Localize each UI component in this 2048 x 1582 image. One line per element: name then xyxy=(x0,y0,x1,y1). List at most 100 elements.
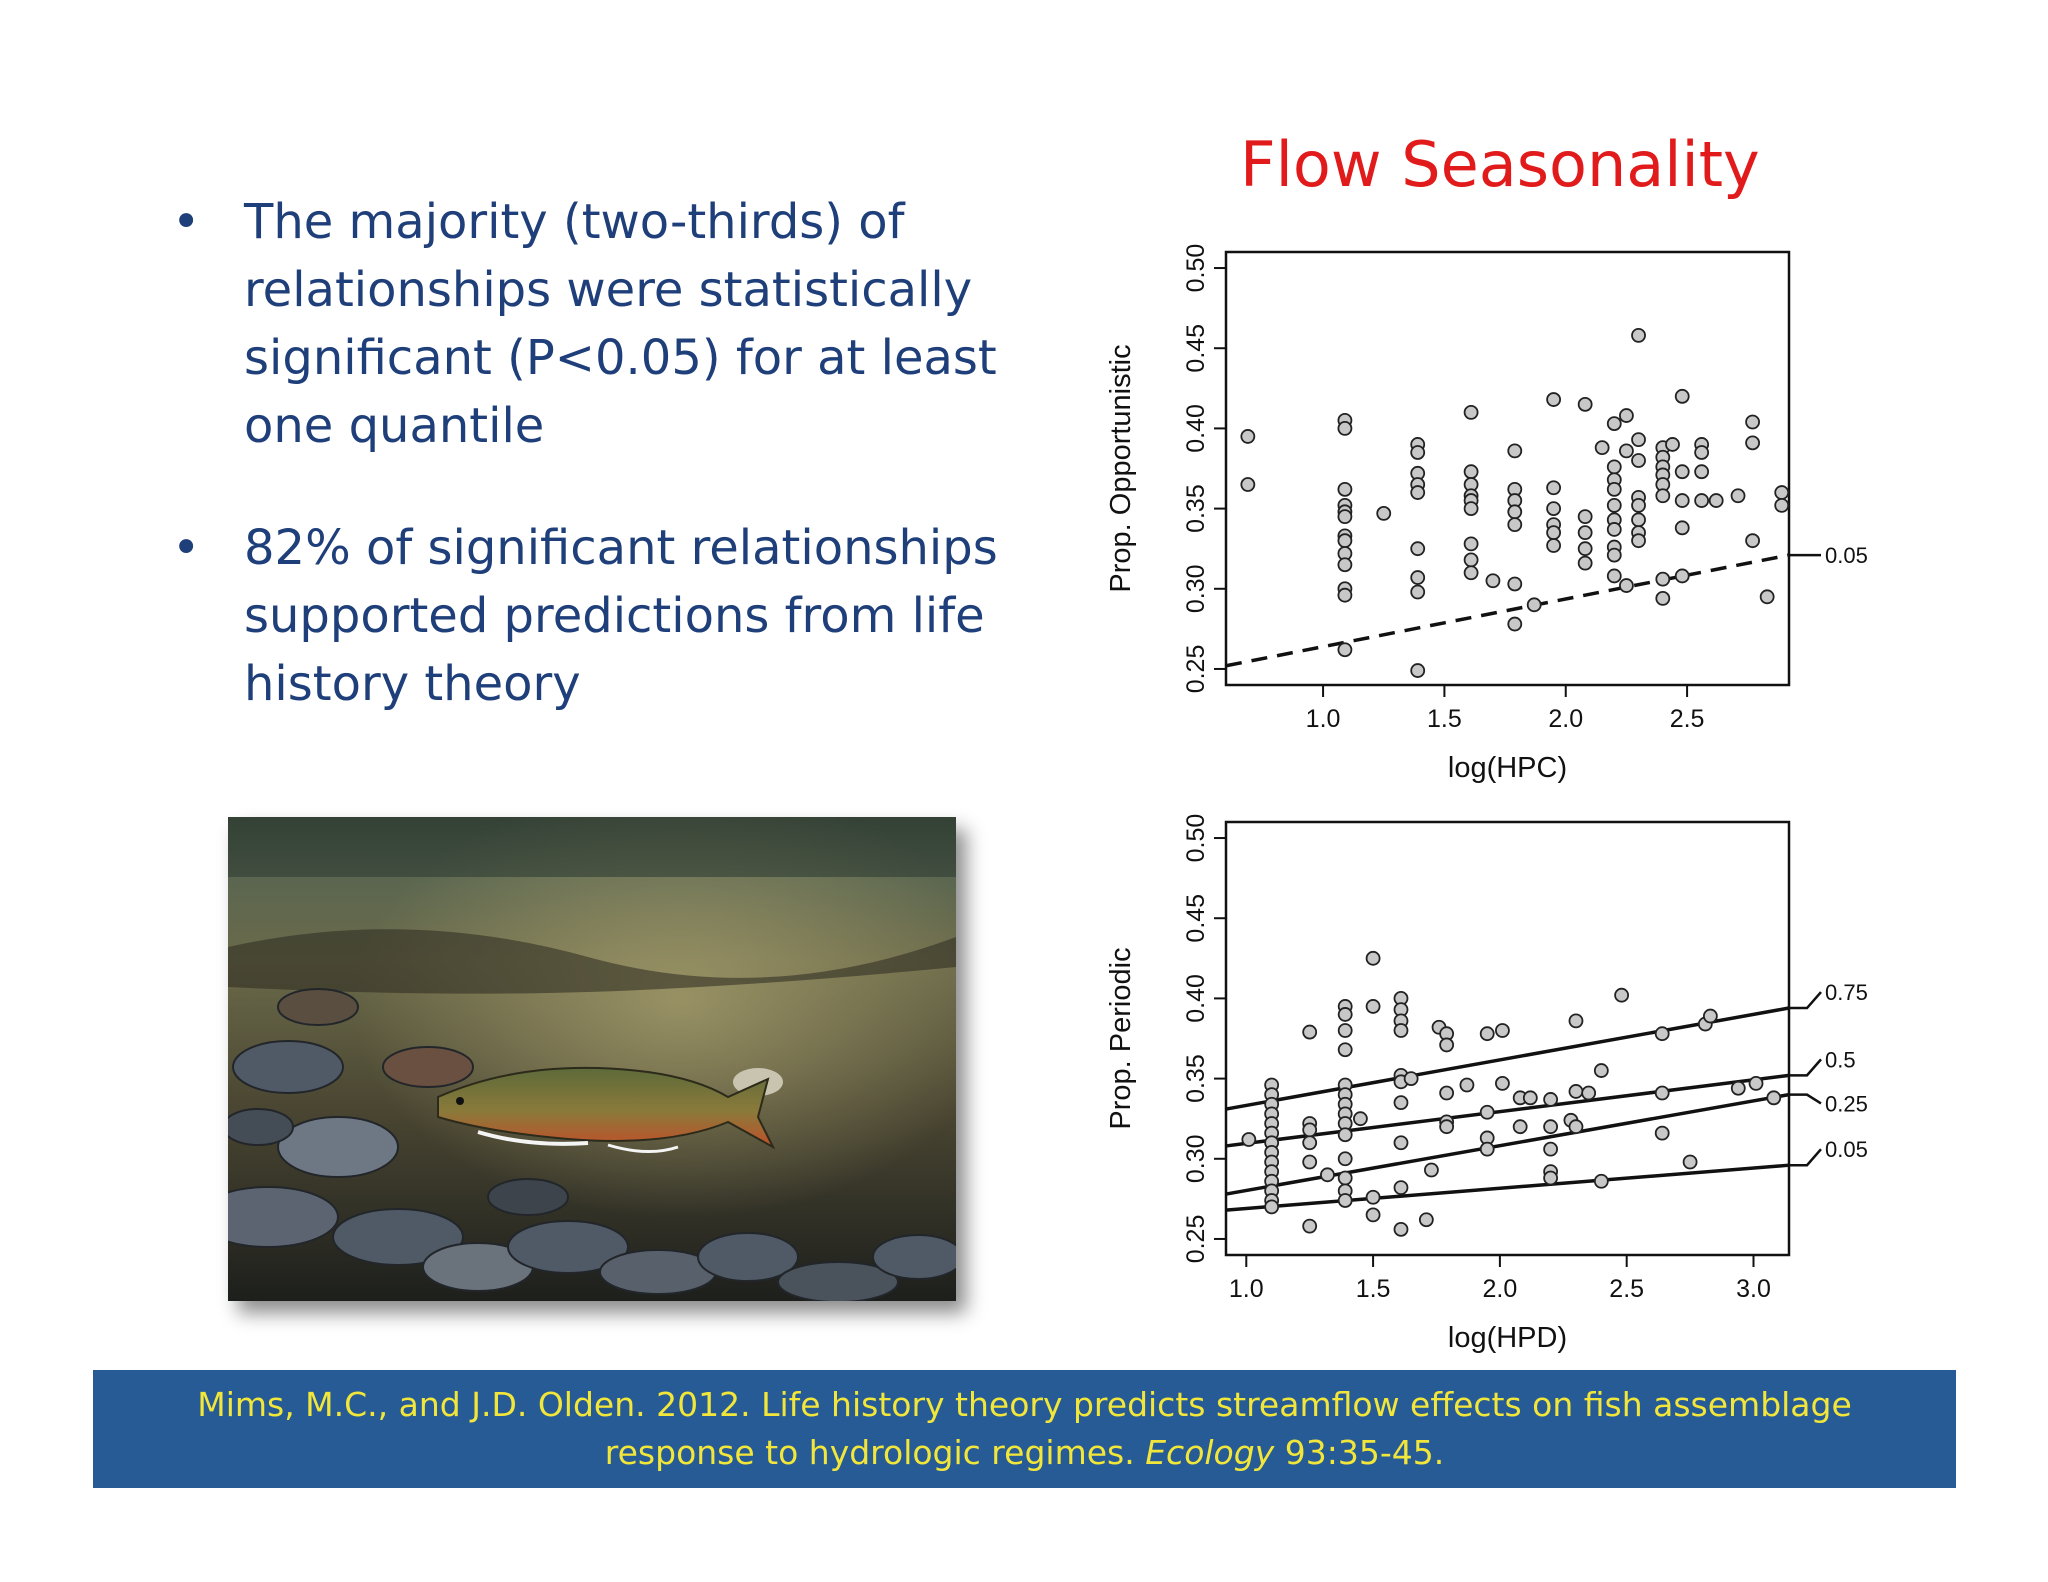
data-point xyxy=(1546,480,1562,496)
data-point xyxy=(1546,501,1562,516)
quantile-leader xyxy=(1789,1093,1822,1105)
trout-shape xyxy=(437,1066,776,1154)
scatter-chart-periodic: 1.0 1.5 2.0 2.5 3.0 0.25 0.30 0.35 0.40 0.45 0.50 l… xyxy=(1105,814,1868,1354)
data-point xyxy=(1577,396,1593,412)
data-point xyxy=(1337,1007,1353,1022)
data-point xyxy=(1631,432,1646,448)
data-point xyxy=(1665,437,1680,452)
data-point xyxy=(1631,453,1646,468)
data-point xyxy=(1337,1127,1353,1143)
trout-photo xyxy=(197,817,964,1303)
data-point xyxy=(1424,1162,1439,1178)
data-point xyxy=(1337,1151,1353,1167)
data-point xyxy=(1619,443,1634,459)
data-point xyxy=(1365,1189,1381,1205)
data-point xyxy=(1606,459,1622,475)
quantile-line xyxy=(1225,553,1790,668)
quantile-leader xyxy=(1789,991,1822,1010)
bullet-dot: • xyxy=(172,194,201,250)
data-point xyxy=(1439,1085,1455,1101)
bullet-line: significant (P<0.05) for at least xyxy=(244,330,997,386)
bullet-line: 82% of significant relationships xyxy=(244,520,998,576)
data-point xyxy=(1631,533,1646,549)
data-point xyxy=(1568,1013,1584,1029)
citation-journal: Ecology xyxy=(1145,1433,1275,1472)
data-point xyxy=(1337,509,1353,525)
data-point xyxy=(1463,536,1479,552)
data-point xyxy=(1320,1167,1335,1183)
y-tick-label: 0.25 xyxy=(1182,1215,1210,1264)
data-point xyxy=(1463,404,1479,420)
data-point xyxy=(1730,1080,1746,1096)
data-point xyxy=(1730,488,1746,504)
x-tick-label: 1.5 xyxy=(1356,1275,1391,1303)
x-tick-label: 3.0 xyxy=(1736,1275,1771,1303)
data-point xyxy=(1439,1119,1455,1135)
bullet-item: • 82% of significant relationships suppo… xyxy=(172,514,1032,718)
data-point xyxy=(1376,506,1392,521)
citation-banner: Mims, M.C., and J.D. Olden. 2012. Life h… xyxy=(93,1370,1956,1488)
y-tick-label: 0.25 xyxy=(1182,645,1210,694)
data-point xyxy=(1337,481,1353,497)
data-point xyxy=(1393,1023,1409,1038)
data-point xyxy=(1674,520,1690,536)
data-point xyxy=(1337,1170,1353,1186)
y-tick-label: 0.45 xyxy=(1182,894,1210,943)
data-point xyxy=(1577,555,1593,571)
data-point xyxy=(1745,414,1760,430)
data-point xyxy=(1708,493,1724,508)
data-point xyxy=(1748,1076,1764,1091)
data-point xyxy=(1302,1135,1318,1151)
y-axis-label: Prop. Opportunistic xyxy=(1105,344,1137,592)
data-point xyxy=(1546,538,1562,553)
y-tick-label: 0.30 xyxy=(1182,1134,1210,1183)
quantile-line xyxy=(1225,1163,1790,1212)
plot-frame xyxy=(1224,820,1791,1257)
data-point xyxy=(1507,517,1523,533)
data-point xyxy=(1655,488,1671,504)
x-tick-label: 2.5 xyxy=(1670,705,1705,733)
data-point xyxy=(1543,1119,1559,1135)
data-point xyxy=(1606,568,1622,584)
data-point xyxy=(1365,999,1381,1014)
quantile-label: 0.05 xyxy=(1825,1137,1868,1162)
bullet-text: The majority (two-thirds) of relationshi… xyxy=(244,188,1032,460)
data-point xyxy=(1479,1104,1495,1120)
data-point xyxy=(1240,429,1256,444)
data-point xyxy=(1568,1084,1584,1099)
quantile-label: 0.75 xyxy=(1825,980,1868,1005)
bullet-line: relationships were statistically xyxy=(244,262,973,318)
data-point xyxy=(1745,533,1760,549)
data-point xyxy=(1606,416,1622,431)
data-point xyxy=(1418,1212,1434,1228)
y-tick-label: 0.30 xyxy=(1182,564,1210,613)
data-point xyxy=(1577,525,1593,541)
data-point xyxy=(1302,1218,1318,1234)
data-point xyxy=(1654,1085,1670,1101)
data-point xyxy=(1302,1122,1318,1138)
y-tick-label: 0.50 xyxy=(1182,244,1210,293)
y-tick-label: 0.45 xyxy=(1182,324,1210,373)
citation-line-1: Mims, M.C., and J.D. Olden. 2012. Life h… xyxy=(197,1385,1852,1424)
quantile-label: 0.05 xyxy=(1825,543,1868,568)
data-point xyxy=(1495,1023,1510,1038)
data-point xyxy=(1774,485,1790,500)
bullet-line: supported predictions from life xyxy=(244,588,985,644)
quantile-label: 0.5 xyxy=(1825,1047,1856,1072)
data-point xyxy=(1694,464,1710,480)
data-point xyxy=(1410,541,1426,557)
data-point xyxy=(1694,493,1710,508)
data-point xyxy=(1337,587,1353,603)
data-point xyxy=(1337,1023,1353,1038)
data-point xyxy=(1577,541,1593,557)
bullet-line: one quantile xyxy=(244,398,545,454)
bullet-line: history theory xyxy=(244,656,581,712)
data-point xyxy=(1507,576,1523,592)
data-point xyxy=(1606,547,1622,563)
data-point xyxy=(1655,571,1671,587)
x-tick-label: 1.0 xyxy=(1229,1275,1264,1303)
chart-title: Flow Seasonality xyxy=(1240,128,1760,201)
data-point xyxy=(1479,1141,1495,1157)
citation-line-2: response to hydrologic regimes. Ecology … xyxy=(93,1429,1956,1477)
bullet-list: • The majority (two-thirds) of relations… xyxy=(172,188,1032,772)
